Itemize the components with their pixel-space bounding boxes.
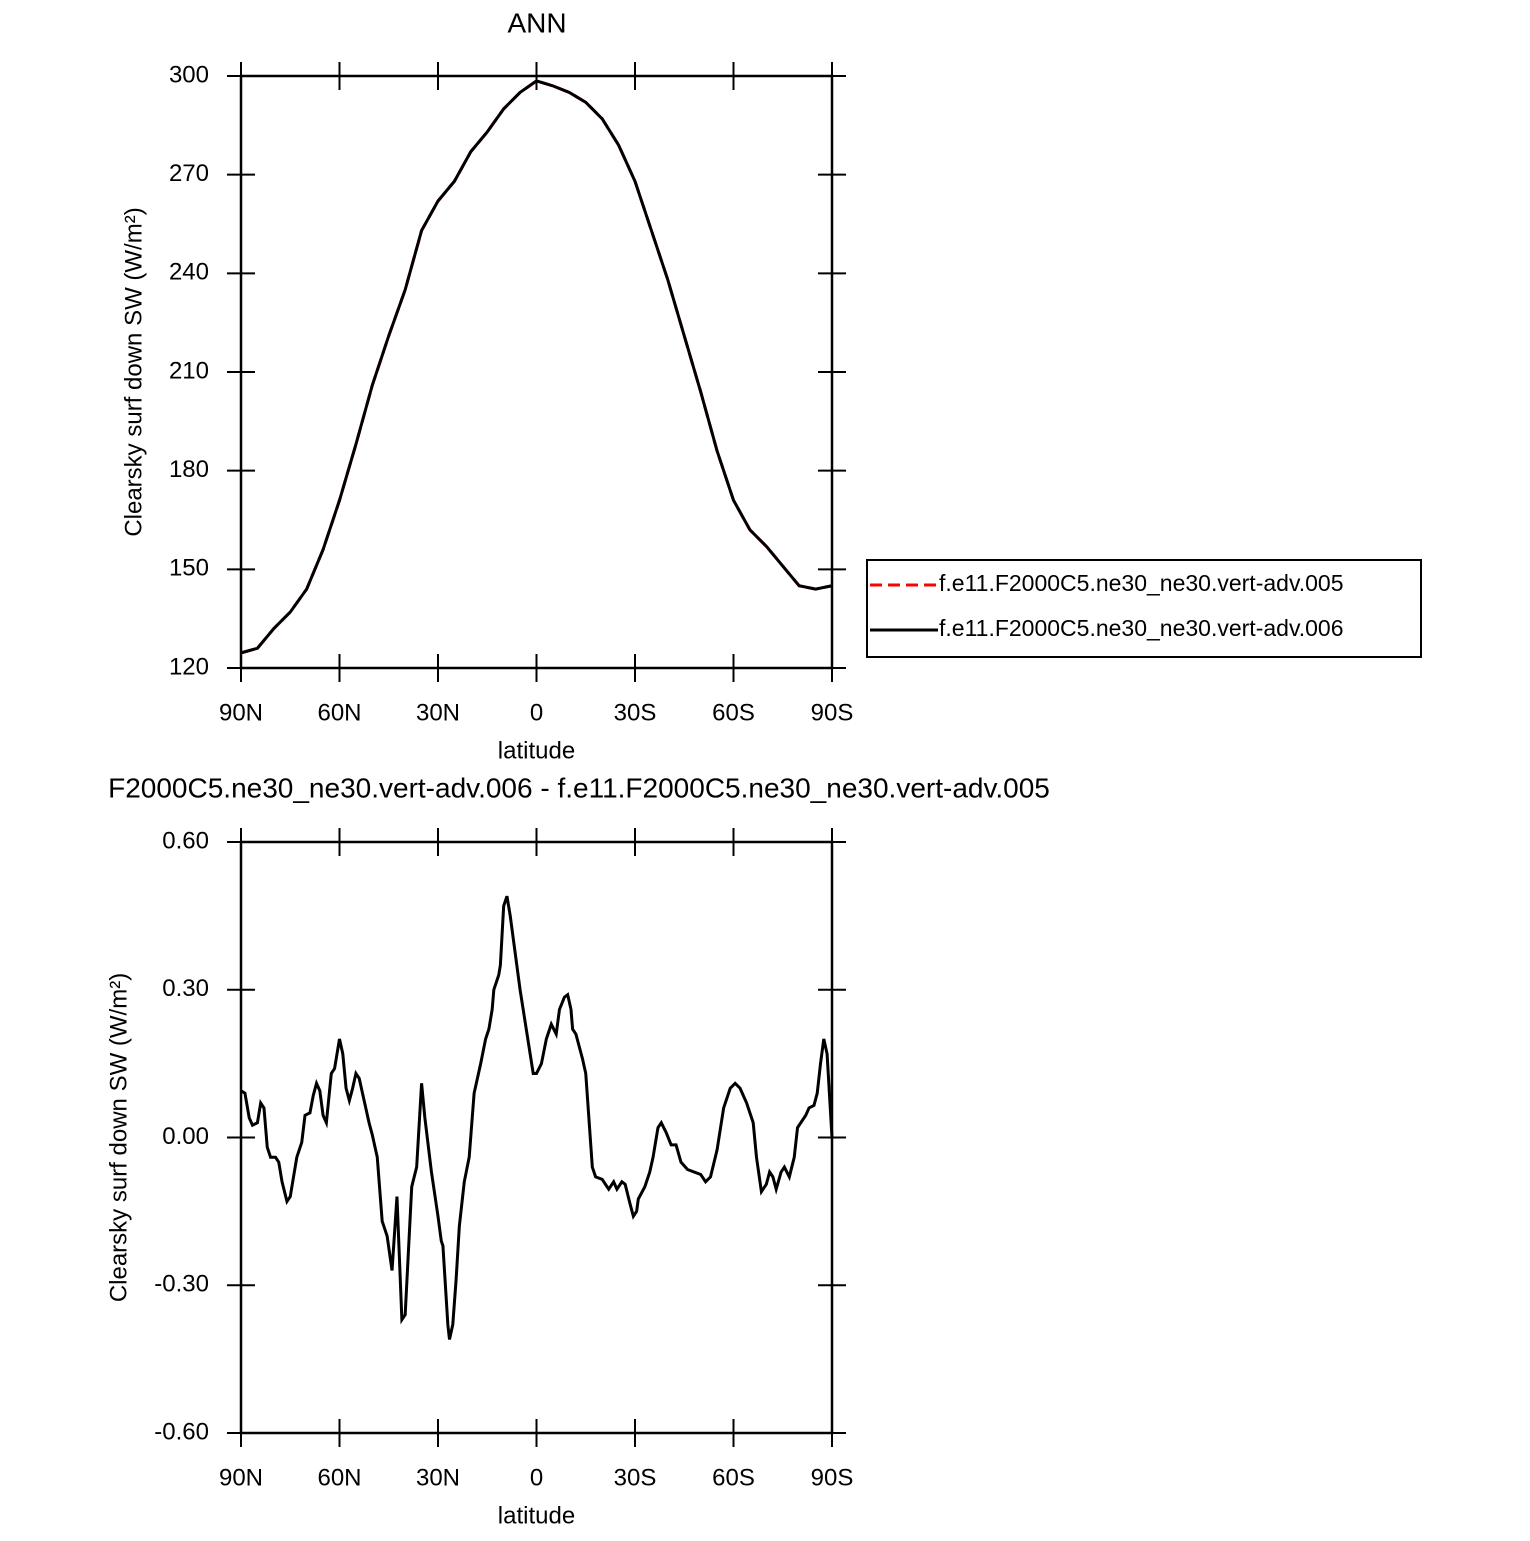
x-tick-label: 60N bbox=[317, 699, 361, 726]
x-tick-label: 90N bbox=[219, 699, 263, 726]
x-tick-label: 30N bbox=[416, 699, 460, 726]
legend-box bbox=[866, 559, 1422, 658]
legend-label: f.e11.F2000C5.ne30_ne30.vert-adv.005 bbox=[939, 570, 1344, 596]
y-tick-label: 120 bbox=[169, 653, 209, 680]
y-tick-label: -0.30 bbox=[154, 1271, 209, 1298]
plot-frame bbox=[239, 840, 834, 1435]
y-tick-label: 0.60 bbox=[162, 827, 209, 854]
plot-frame bbox=[239, 74, 834, 670]
data-line bbox=[240, 79, 833, 655]
y-tick-label: 300 bbox=[169, 61, 209, 88]
y-axis-label: Clearsky surf down SW (W/m²) bbox=[120, 207, 147, 536]
y-tick-label: 180 bbox=[169, 456, 209, 483]
x-tick-label: 60N bbox=[317, 1464, 361, 1491]
x-tick-label: 60S bbox=[712, 699, 755, 726]
x-axis-label: latitude bbox=[498, 1502, 575, 1529]
chart-title: ANN bbox=[507, 7, 566, 38]
chart-title: F2000C5.ne30_ne30.vert-adv.006 - f.e11.F… bbox=[108, 772, 1050, 803]
y-tick-label: 240 bbox=[169, 259, 209, 286]
x-tick-label: 30S bbox=[614, 699, 657, 726]
y-tick-label: 0.30 bbox=[162, 975, 209, 1002]
legend-label: f.e11.F2000C5.ne30_ne30.vert-adv.006 bbox=[939, 615, 1344, 641]
y-tick-label: 270 bbox=[169, 160, 209, 187]
x-tick-label: 0 bbox=[530, 1464, 543, 1491]
y-tick-label: 0.00 bbox=[162, 1123, 209, 1150]
x-tick-label: 30N bbox=[416, 1464, 460, 1491]
y-tick-label: 150 bbox=[169, 555, 209, 582]
y-tick-label: -0.60 bbox=[154, 1418, 209, 1445]
x-tick-label: 90S bbox=[811, 1464, 854, 1491]
x-axis-label: latitude bbox=[498, 737, 575, 764]
x-tick-label: 90N bbox=[219, 1464, 263, 1491]
data-line bbox=[240, 79, 833, 655]
y-tick-label: 210 bbox=[169, 357, 209, 384]
x-tick-label: 90S bbox=[811, 699, 854, 726]
data-line bbox=[240, 895, 834, 1340]
y-axis-label: Clearsky surf down SW (W/m²) bbox=[105, 973, 132, 1302]
x-tick-label: 0 bbox=[530, 699, 543, 726]
x-tick-label: 60S bbox=[712, 1464, 755, 1491]
x-tick-label: 30S bbox=[614, 1464, 657, 1491]
